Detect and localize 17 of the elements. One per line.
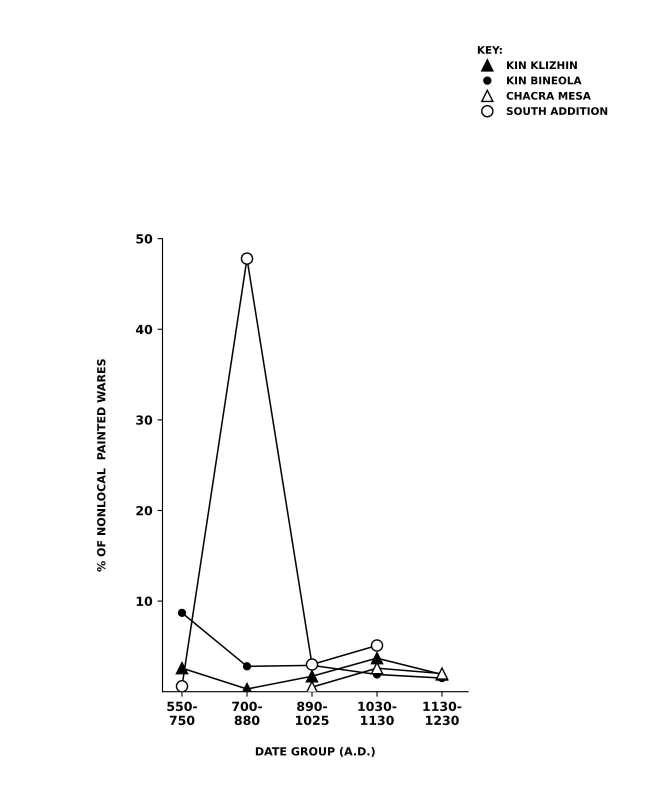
x-tick-label: 1030- 1130	[358, 702, 396, 726]
legend-label: KIN BINEOLA	[507, 76, 582, 84]
x-tick-label: 700- 880	[232, 702, 262, 726]
y-tick-label: 30	[136, 415, 152, 425]
y-axis-title: % OF NONLOCAL PAINTED WARES	[97, 359, 106, 572]
y-tick-label: 20	[136, 506, 152, 516]
y-tick-label: 10	[136, 596, 152, 606]
legend-label: KIN KLIZHIN	[507, 61, 577, 69]
x-tick-label: 550- 750	[167, 702, 197, 726]
legend-label: SOUTH ADDITION	[506, 107, 608, 115]
x-axis-title: DATE GROUP (A.D.)	[256, 746, 375, 757]
y-tick-label: 40	[136, 324, 152, 334]
legend-label: CHACRA MESA	[506, 92, 591, 100]
y-tick-label: 50	[136, 234, 152, 244]
legend-title: KEY:	[478, 46, 502, 54]
x-tick-label: 890- 1025	[296, 702, 329, 726]
x-tick-label: 1130- 1230	[423, 702, 462, 726]
